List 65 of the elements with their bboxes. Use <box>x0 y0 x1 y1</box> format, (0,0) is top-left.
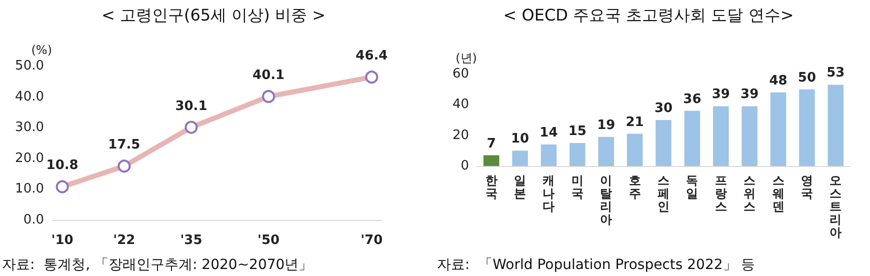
data-label: 53 <box>826 66 845 81</box>
bar <box>512 150 528 166</box>
y-tick-label: 60 <box>452 66 469 82</box>
x-tick-label: '70 <box>360 233 383 248</box>
y-axis-title: (년) <box>456 51 477 65</box>
x-tick-label: 한국 <box>485 174 498 200</box>
data-label: 19 <box>597 118 616 133</box>
x-tick-label: '10 <box>51 233 74 248</box>
y-axis-title: (%) <box>31 43 52 57</box>
x-tick-label: 일본 <box>514 174 526 200</box>
x-tick-label: 캐나다 <box>542 174 555 214</box>
data-label: 36 <box>683 92 702 107</box>
chart-title: < OECD 주요국 초고령사회 도달 연수> <box>503 6 794 24</box>
data-label: 50 <box>798 70 816 86</box>
text: 자료: 「World Population Prospects 2022」 등 <box>437 257 756 273</box>
y-tick-label: 20.0 <box>15 150 44 166</box>
data-label: 21 <box>626 114 644 130</box>
data-label: 7 <box>486 136 496 152</box>
y-tick-label: 10.0 <box>15 182 44 197</box>
text: 자료: 통계청, 「장래인구추계: 2020~2070년」 <box>2 257 313 273</box>
bar <box>742 106 758 166</box>
bar <box>626 134 643 166</box>
bar <box>684 110 700 166</box>
bar <box>712 106 729 166</box>
x-tick-label: '35 <box>180 233 202 248</box>
bar <box>570 143 586 166</box>
data-label: 30.1 <box>175 98 208 114</box>
data-label: 39 <box>712 87 730 102</box>
x-tick-label: 이탈리아 <box>600 174 612 226</box>
x-tick-label: 프랑스 <box>714 174 727 214</box>
y-tick-label: 40.0 <box>15 89 44 104</box>
bar <box>483 155 500 166</box>
data-label: 39 <box>740 87 759 102</box>
data-label: 40.1 <box>252 68 285 83</box>
x-tick-label: 영국 <box>800 174 813 200</box>
chart-title: < 고령인구(65세 이상) 비중 > <box>102 6 326 24</box>
x-tick-label: 스웨덴 <box>772 174 784 214</box>
data-label: 46.4 <box>356 48 388 64</box>
data-label: 48 <box>769 73 788 88</box>
bar <box>540 144 557 166</box>
y-tick-label: 40 <box>452 97 469 112</box>
x-tick-label: '22 <box>113 233 136 248</box>
x-tick-label: 스위스 <box>744 174 756 214</box>
data-label: 10 <box>510 132 530 147</box>
x-tick-label: '50 <box>258 233 280 248</box>
bar <box>598 136 614 166</box>
data-label: 17.5 <box>108 138 140 153</box>
bar <box>828 84 844 166</box>
bar <box>656 120 672 166</box>
x-tick-label: 독일 <box>686 174 698 200</box>
data-label: 30 <box>654 101 673 116</box>
x-tick-label: 스페인 <box>658 174 670 214</box>
y-tick-label: 30.0 <box>15 120 44 136</box>
data-label: 15 <box>568 124 586 139</box>
data-label: 10.8 <box>46 158 78 174</box>
y-tick-label: 0.0 <box>23 212 44 228</box>
x-tick-label: 미국 <box>571 174 584 200</box>
y-tick-label: 0 <box>460 158 469 174</box>
y-tick-label: 50.0 <box>15 58 44 74</box>
x-tick-label: 오스트리아 <box>830 174 842 240</box>
data-label: 14 <box>540 126 558 141</box>
x-tick-label: 호주 <box>628 174 641 200</box>
bar <box>799 89 815 166</box>
bar <box>770 92 786 166</box>
y-tick-label: 20 <box>452 128 469 143</box>
